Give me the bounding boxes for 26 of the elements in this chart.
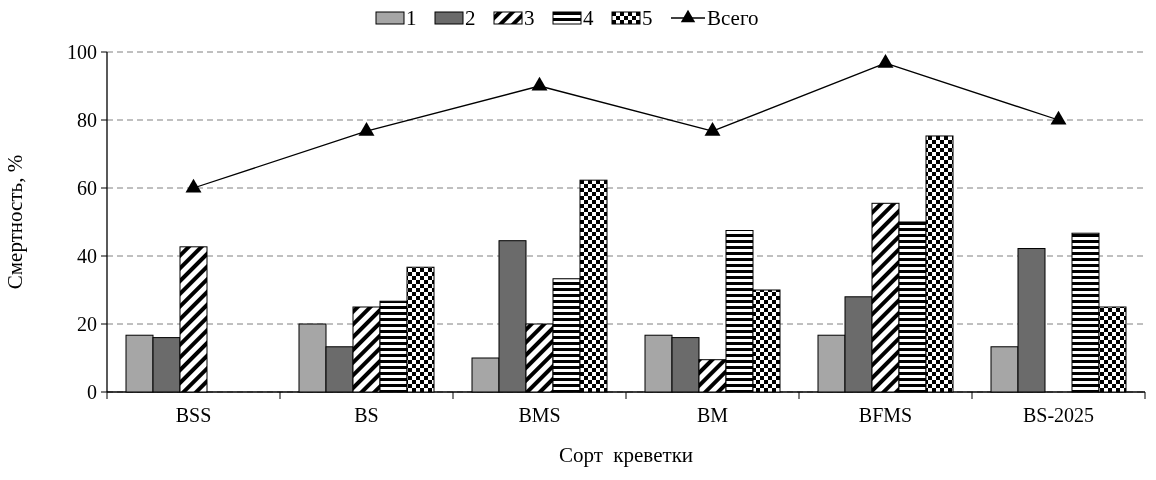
point [185,178,202,193]
legend-label: 5 [642,6,653,31]
legend-label: 2 [465,6,476,31]
y-tick-label: 40 [77,245,97,267]
y-tick-label: 80 [77,109,97,131]
x-tick-label: BFMS [858,404,913,426]
x-tick-label: BS-2025 [1022,404,1095,426]
point [358,122,375,136]
point [1050,110,1067,125]
legend-label: Всего [707,6,759,31]
point [704,122,721,136]
legend-label: 1 [406,6,417,31]
point [531,76,548,91]
y-tick-label: 60 [77,177,97,199]
x-tick-label: BSS [175,404,212,426]
x-tick-label: BMS [518,404,561,426]
y-tick-label: 0 [87,381,97,403]
y-axis-title: Смертность, % [3,154,27,290]
x-axis-title: Сорт креветки [558,443,694,467]
point [877,54,894,68]
legend-label: 3 [524,6,535,31]
legend-label: 4 [583,6,594,31]
x-tick-label: BM [696,404,729,426]
x-tick-label: BS [354,404,379,426]
y-tick-label: 100 [67,41,97,63]
y-tick-label: 20 [77,313,97,335]
